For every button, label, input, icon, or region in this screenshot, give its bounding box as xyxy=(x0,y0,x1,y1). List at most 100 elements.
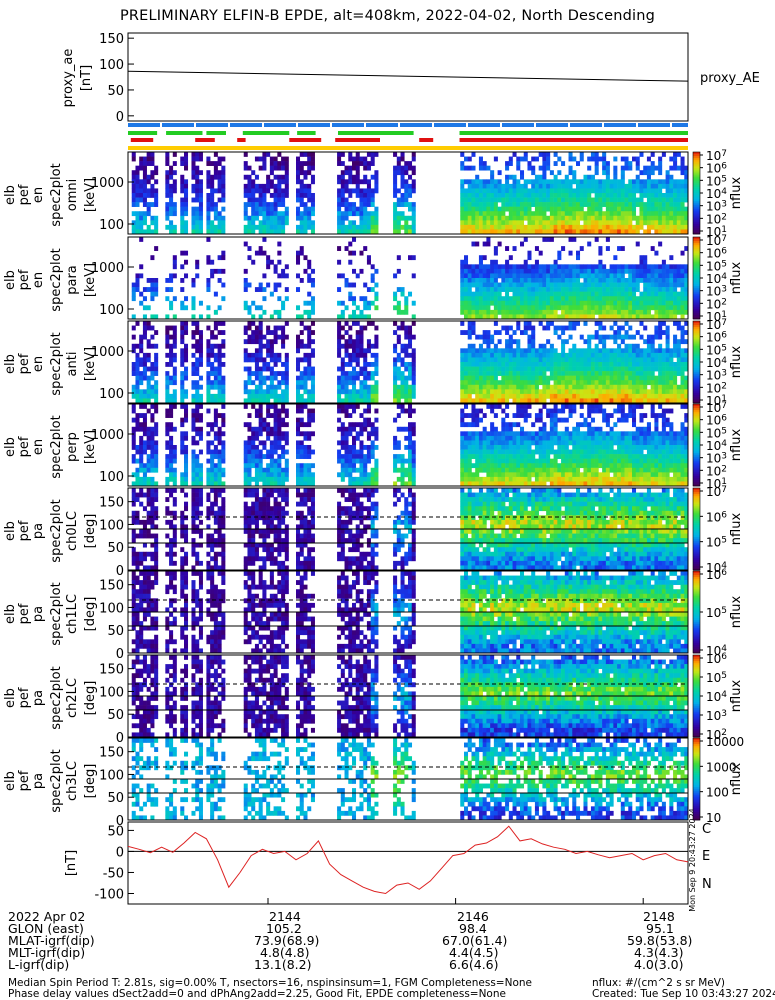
spectrogram-cell xyxy=(352,237,357,242)
spectrogram-cell xyxy=(337,197,342,203)
spectrogram-cell xyxy=(598,309,603,315)
spectrogram-cell xyxy=(564,362,569,367)
spectrogram-cell xyxy=(493,343,498,349)
spectrogram-cell xyxy=(310,481,315,487)
spectrogram-cell xyxy=(370,467,375,473)
spectrogram-cell xyxy=(602,291,607,297)
spectrogram-cell xyxy=(639,264,644,270)
spectrogram-cell xyxy=(258,467,263,473)
spectrogram-cell xyxy=(620,215,625,221)
spectrogram-cell xyxy=(538,357,543,363)
spectrogram-cell xyxy=(523,211,528,217)
spectrogram-cell xyxy=(411,321,416,326)
spectrogram-cell xyxy=(206,445,211,450)
spectrogram-cell xyxy=(669,296,674,302)
spectrogram-cell xyxy=(471,362,476,367)
spectrogram-cell xyxy=(520,309,525,315)
spectrogram-cell xyxy=(307,309,312,315)
spectrogram-cell xyxy=(583,174,588,180)
spectrogram-cell xyxy=(366,211,371,217)
spectrogram-cell xyxy=(348,259,353,265)
spectrogram-cell xyxy=(561,264,566,270)
spectrogram-cell xyxy=(191,449,196,455)
spectrogram-cell xyxy=(243,449,248,455)
spectrogram-cell xyxy=(471,398,476,404)
spectrogram-cell xyxy=(374,362,379,367)
spectrogram-cell xyxy=(520,278,525,283)
spectrogram-cell xyxy=(408,188,413,194)
spectrogram-cell xyxy=(135,183,140,189)
spectrogram-cell xyxy=(131,481,136,487)
spectrogram-cell xyxy=(478,202,483,207)
spectrogram-cell xyxy=(247,255,252,261)
spectrogram-cell xyxy=(404,352,409,358)
spectrogram-cell xyxy=(576,278,581,283)
spectrogram-cell xyxy=(337,246,342,251)
spectrogram-cell xyxy=(180,357,185,363)
spectrogram-cell xyxy=(561,330,566,335)
spectrogram-cell xyxy=(340,202,345,207)
spectrogram-cell xyxy=(635,389,640,395)
spectrogram-cell xyxy=(400,174,405,180)
spectrogram-cell xyxy=(609,398,614,404)
spectrogram-cell xyxy=(254,287,259,292)
spectrogram-cell xyxy=(243,472,248,478)
spectrogram-cell xyxy=(284,398,289,404)
spectrogram-cell xyxy=(154,357,159,363)
spectrogram-cell xyxy=(639,206,644,212)
spectrogram-cell xyxy=(206,458,211,464)
spectrogram-cell xyxy=(359,220,364,226)
spectrogram-cell xyxy=(680,220,685,226)
spectrogram-cell xyxy=(206,375,211,381)
spectrogram-cell xyxy=(527,371,532,376)
spectrogram-cell xyxy=(594,348,599,354)
spectrogram-cell xyxy=(307,165,312,171)
spectrogram-cell xyxy=(658,193,663,198)
spectrogram-cell xyxy=(557,268,562,274)
spectrogram-cell xyxy=(154,197,159,203)
spectrogram-cell xyxy=(471,325,476,331)
spectrogram-cell xyxy=(172,343,177,349)
spectrogram-cell xyxy=(542,268,547,274)
spectrogram-cell xyxy=(602,300,607,306)
spectrogram-cell xyxy=(198,426,203,432)
spectrogram-cell xyxy=(635,348,640,354)
spectrogram-cell xyxy=(486,435,491,441)
spectrogram-cell xyxy=(355,431,360,437)
spectrogram-cell xyxy=(340,325,345,331)
spectrogram-cell xyxy=(590,206,595,212)
spectrogram-cell xyxy=(374,366,379,372)
spectrogram-cell xyxy=(527,250,532,256)
spectrogram-cell xyxy=(169,211,174,217)
spectrogram-cell xyxy=(337,404,342,409)
spectrogram-cell xyxy=(348,170,353,176)
spectrogram-cell xyxy=(609,287,614,292)
spectrogram-cell xyxy=(613,224,618,230)
spectrogram-cell xyxy=(654,296,659,302)
spectrogram-cell xyxy=(628,202,633,207)
spectrogram-cell xyxy=(359,224,364,230)
spectrogram-cell xyxy=(676,202,681,207)
spectrogram-cell xyxy=(370,454,375,459)
spectrogram-cell xyxy=(471,282,476,288)
spectrogram-cell xyxy=(478,398,483,404)
spectrogram-cell xyxy=(262,366,267,372)
spectrogram-cell xyxy=(374,206,379,212)
spectrogram-cell xyxy=(251,458,256,464)
spectrogram-cell xyxy=(299,472,304,478)
spectrogram-cell xyxy=(680,334,685,340)
spectrogram-cell xyxy=(217,188,222,194)
spectrogram-cell xyxy=(549,362,554,367)
spectrogram-cell xyxy=(486,431,491,437)
spectrogram-cell xyxy=(213,357,218,363)
spectrogram-cell xyxy=(221,352,226,358)
spectrogram-cell xyxy=(247,435,252,441)
spectrogram-cell xyxy=(370,440,375,446)
spectrogram-cell xyxy=(497,287,502,292)
spectrogram-cell xyxy=(191,314,196,320)
spectrogram-cell xyxy=(169,183,174,189)
spectrogram-cell xyxy=(632,156,637,162)
spectrogram-cell xyxy=(669,393,674,399)
spectrogram-cell xyxy=(411,348,416,354)
spectrogram-cell xyxy=(310,393,315,399)
